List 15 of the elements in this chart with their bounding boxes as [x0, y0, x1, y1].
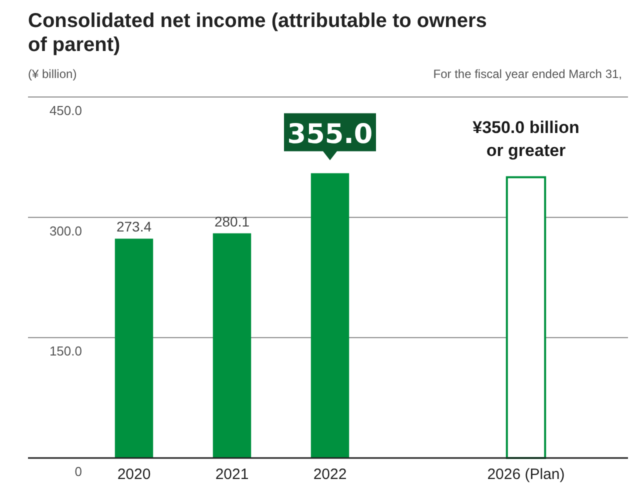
x-tick-label: 2020	[117, 466, 151, 483]
y-tick-label: 450.0	[49, 103, 82, 118]
y-tick-label: 300.0	[49, 223, 82, 238]
data-label: 273.4	[116, 218, 152, 235]
x-tick-label: 2026 (Plan)	[487, 466, 565, 483]
y-tick-label: 0	[74, 464, 82, 479]
x-tick-label: 2022	[313, 466, 347, 483]
text: For the fiscal year ended March 31,	[433, 67, 622, 81]
data-label: ¥350.0 billion or greater	[472, 118, 580, 160]
chart-title: Consolidated net income (attributable to owners of parent)	[28, 10, 487, 56]
data-label: 355.0	[287, 119, 373, 150]
y-axis-title: (¥ billion)	[28, 67, 77, 81]
y-tick-label: 150.0	[49, 344, 82, 359]
x-tick-label: 2021	[215, 466, 249, 483]
data-label: 280.1	[214, 213, 250, 230]
